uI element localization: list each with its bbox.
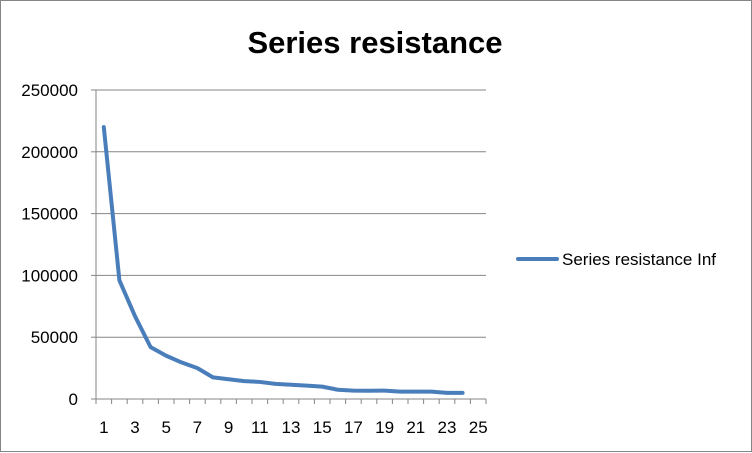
grid — [91, 90, 486, 399]
x-tick-label: 21 — [406, 418, 425, 437]
x-tick-label: 17 — [344, 418, 363, 437]
y-tick-label: 50000 — [31, 328, 78, 347]
y-tick-label: 0 — [69, 390, 78, 409]
legend: Series resistance Inf — [518, 250, 716, 269]
x-tick-label: 23 — [438, 418, 457, 437]
x-tick-label: 15 — [313, 418, 332, 437]
x-tick-label: 19 — [375, 418, 394, 437]
series-line — [104, 127, 463, 393]
x-tick-label: 3 — [130, 418, 139, 437]
y-tick-label: 250000 — [21, 81, 78, 100]
y-tick-labels: 0 50000 100000 150000 200000 250000 — [21, 81, 78, 409]
x-tick-label: 11 — [251, 418, 269, 437]
y-tick-label: 150000 — [21, 205, 78, 224]
chart-title: Series resistance — [247, 25, 502, 60]
legend-label: Series resistance Inf — [562, 250, 716, 269]
y-tick-label: 100000 — [21, 266, 78, 285]
axes — [96, 90, 486, 404]
x-tick-label: 5 — [161, 418, 170, 437]
x-tick-label: 7 — [193, 418, 202, 437]
x-tick-label: 9 — [224, 418, 233, 437]
series-group — [104, 127, 463, 393]
x-tick-label: 25 — [469, 418, 488, 437]
y-tick-label: 200000 — [21, 143, 78, 162]
x-tick-label: 1 — [99, 418, 108, 437]
x-tick-label: 13 — [282, 418, 301, 437]
